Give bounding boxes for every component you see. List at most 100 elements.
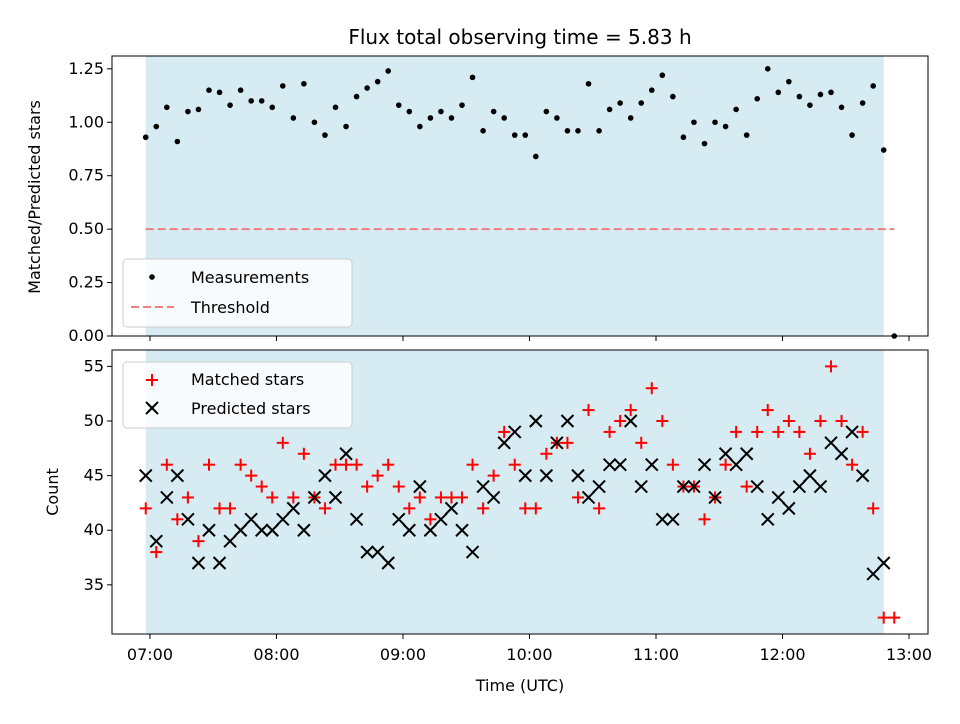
measurement-point (533, 153, 539, 160)
measurement-point (490, 108, 497, 115)
predicted-point (265, 523, 279, 537)
legend-label-matched: Matched stars (191, 370, 304, 389)
measurement-point (248, 98, 254, 104)
measurement-point (596, 128, 602, 134)
measurement-point (343, 123, 349, 130)
matched-point (139, 502, 152, 515)
measurement-point (807, 102, 813, 108)
predicted-point (676, 479, 691, 494)
predicted-point (297, 523, 311, 537)
measurement-point (754, 95, 761, 102)
predicted-point (687, 479, 701, 494)
predicted-point (191, 556, 206, 570)
measurement-point (585, 80, 592, 87)
predicted-point (866, 567, 880, 581)
measurement-point (279, 83, 286, 89)
measurement-point (828, 89, 834, 96)
legend-marker-measurements (149, 274, 155, 280)
matched-point (519, 502, 532, 515)
predicted-point (592, 479, 606, 494)
measurement-point (364, 85, 370, 91)
predicted-point (697, 457, 712, 472)
measurement-point (796, 93, 803, 100)
predicted-point (149, 534, 163, 548)
predicted-point (286, 501, 301, 516)
predicted-point (486, 490, 501, 505)
matched-point (740, 480, 753, 493)
measurement-point (670, 93, 676, 100)
x-tick-label: 08:00 (253, 645, 299, 664)
matched-point (571, 491, 584, 504)
measurement-point (511, 132, 518, 138)
y-tick-label: 55 (84, 356, 104, 375)
matched-point (287, 491, 300, 504)
measurement-point (153, 123, 160, 130)
measurement-point (237, 87, 244, 93)
predicted-point (655, 512, 670, 527)
matched-point (318, 502, 331, 515)
predicted-point (613, 457, 627, 472)
predicted-point (845, 425, 859, 439)
predicted-point (739, 447, 754, 461)
predicted-point (834, 447, 849, 461)
predicted-point (444, 501, 459, 516)
matched-point (192, 535, 205, 548)
measurement-point (301, 80, 307, 87)
measurement-point (554, 115, 560, 121)
lower-x-axis-label: Time (UTC) (475, 676, 564, 695)
matched-point (224, 502, 237, 515)
matched-point (877, 611, 890, 624)
legend-marker-matched (146, 374, 158, 386)
legend-label-measurements: Measurements (191, 268, 309, 287)
upper-plot-frame (111, 55, 929, 337)
measurement-point (269, 104, 276, 111)
matched-point (350, 458, 363, 471)
matched-point (782, 415, 795, 427)
predicted-point (413, 479, 427, 494)
predicted-point (170, 468, 185, 483)
matched-point (413, 491, 426, 504)
y-tick-label: 0.50 (68, 219, 104, 238)
matched-point (361, 480, 374, 493)
matched-point (297, 447, 310, 460)
predicted-point (212, 556, 227, 570)
predicted-point (518, 468, 532, 483)
measurement-point (722, 123, 729, 130)
matched-point (445, 491, 458, 504)
y-tick-label: 0.00 (68, 326, 104, 345)
lower-panel: Count Time (UTC) 35 40 45 50 55 07:00 08:00 09… (43, 349, 932, 695)
measurement-point (691, 119, 697, 126)
matched-point (456, 491, 469, 504)
matched-point (466, 458, 479, 471)
matched-point (403, 502, 416, 515)
measurement-point (638, 100, 645, 106)
predicted-point (244, 512, 258, 527)
predicted-point (550, 436, 564, 450)
measurement-point (290, 115, 297, 121)
matched-point (181, 491, 194, 504)
measurement-point (142, 134, 149, 141)
predicted-point (476, 479, 490, 494)
matched-point (255, 480, 268, 493)
predicted-point (339, 447, 353, 461)
lower-y-ticks: 35 40 45 50 55 (84, 356, 112, 594)
matched-point (814, 415, 827, 427)
predicted-point (455, 523, 469, 537)
predicted-point (877, 556, 891, 570)
predicted-point (761, 512, 775, 527)
lower-plot-frame (111, 349, 929, 635)
matched-point (477, 502, 490, 515)
measurement-point (712, 119, 718, 126)
y-tick-label: 1.00 (68, 112, 104, 131)
measurement-point (448, 115, 455, 121)
predicted-point (623, 414, 638, 428)
matched-point (761, 404, 774, 417)
upper-y-ticks: 0.00 0.25 0.50 0.75 1.00 1.25 (68, 59, 112, 345)
measurement-point (870, 83, 876, 89)
matched-point (603, 425, 616, 438)
measurement-point (395, 102, 402, 108)
predicted-point (708, 490, 722, 505)
x-tick-label: 07:00 (127, 645, 173, 664)
predicted-point (855, 468, 870, 483)
